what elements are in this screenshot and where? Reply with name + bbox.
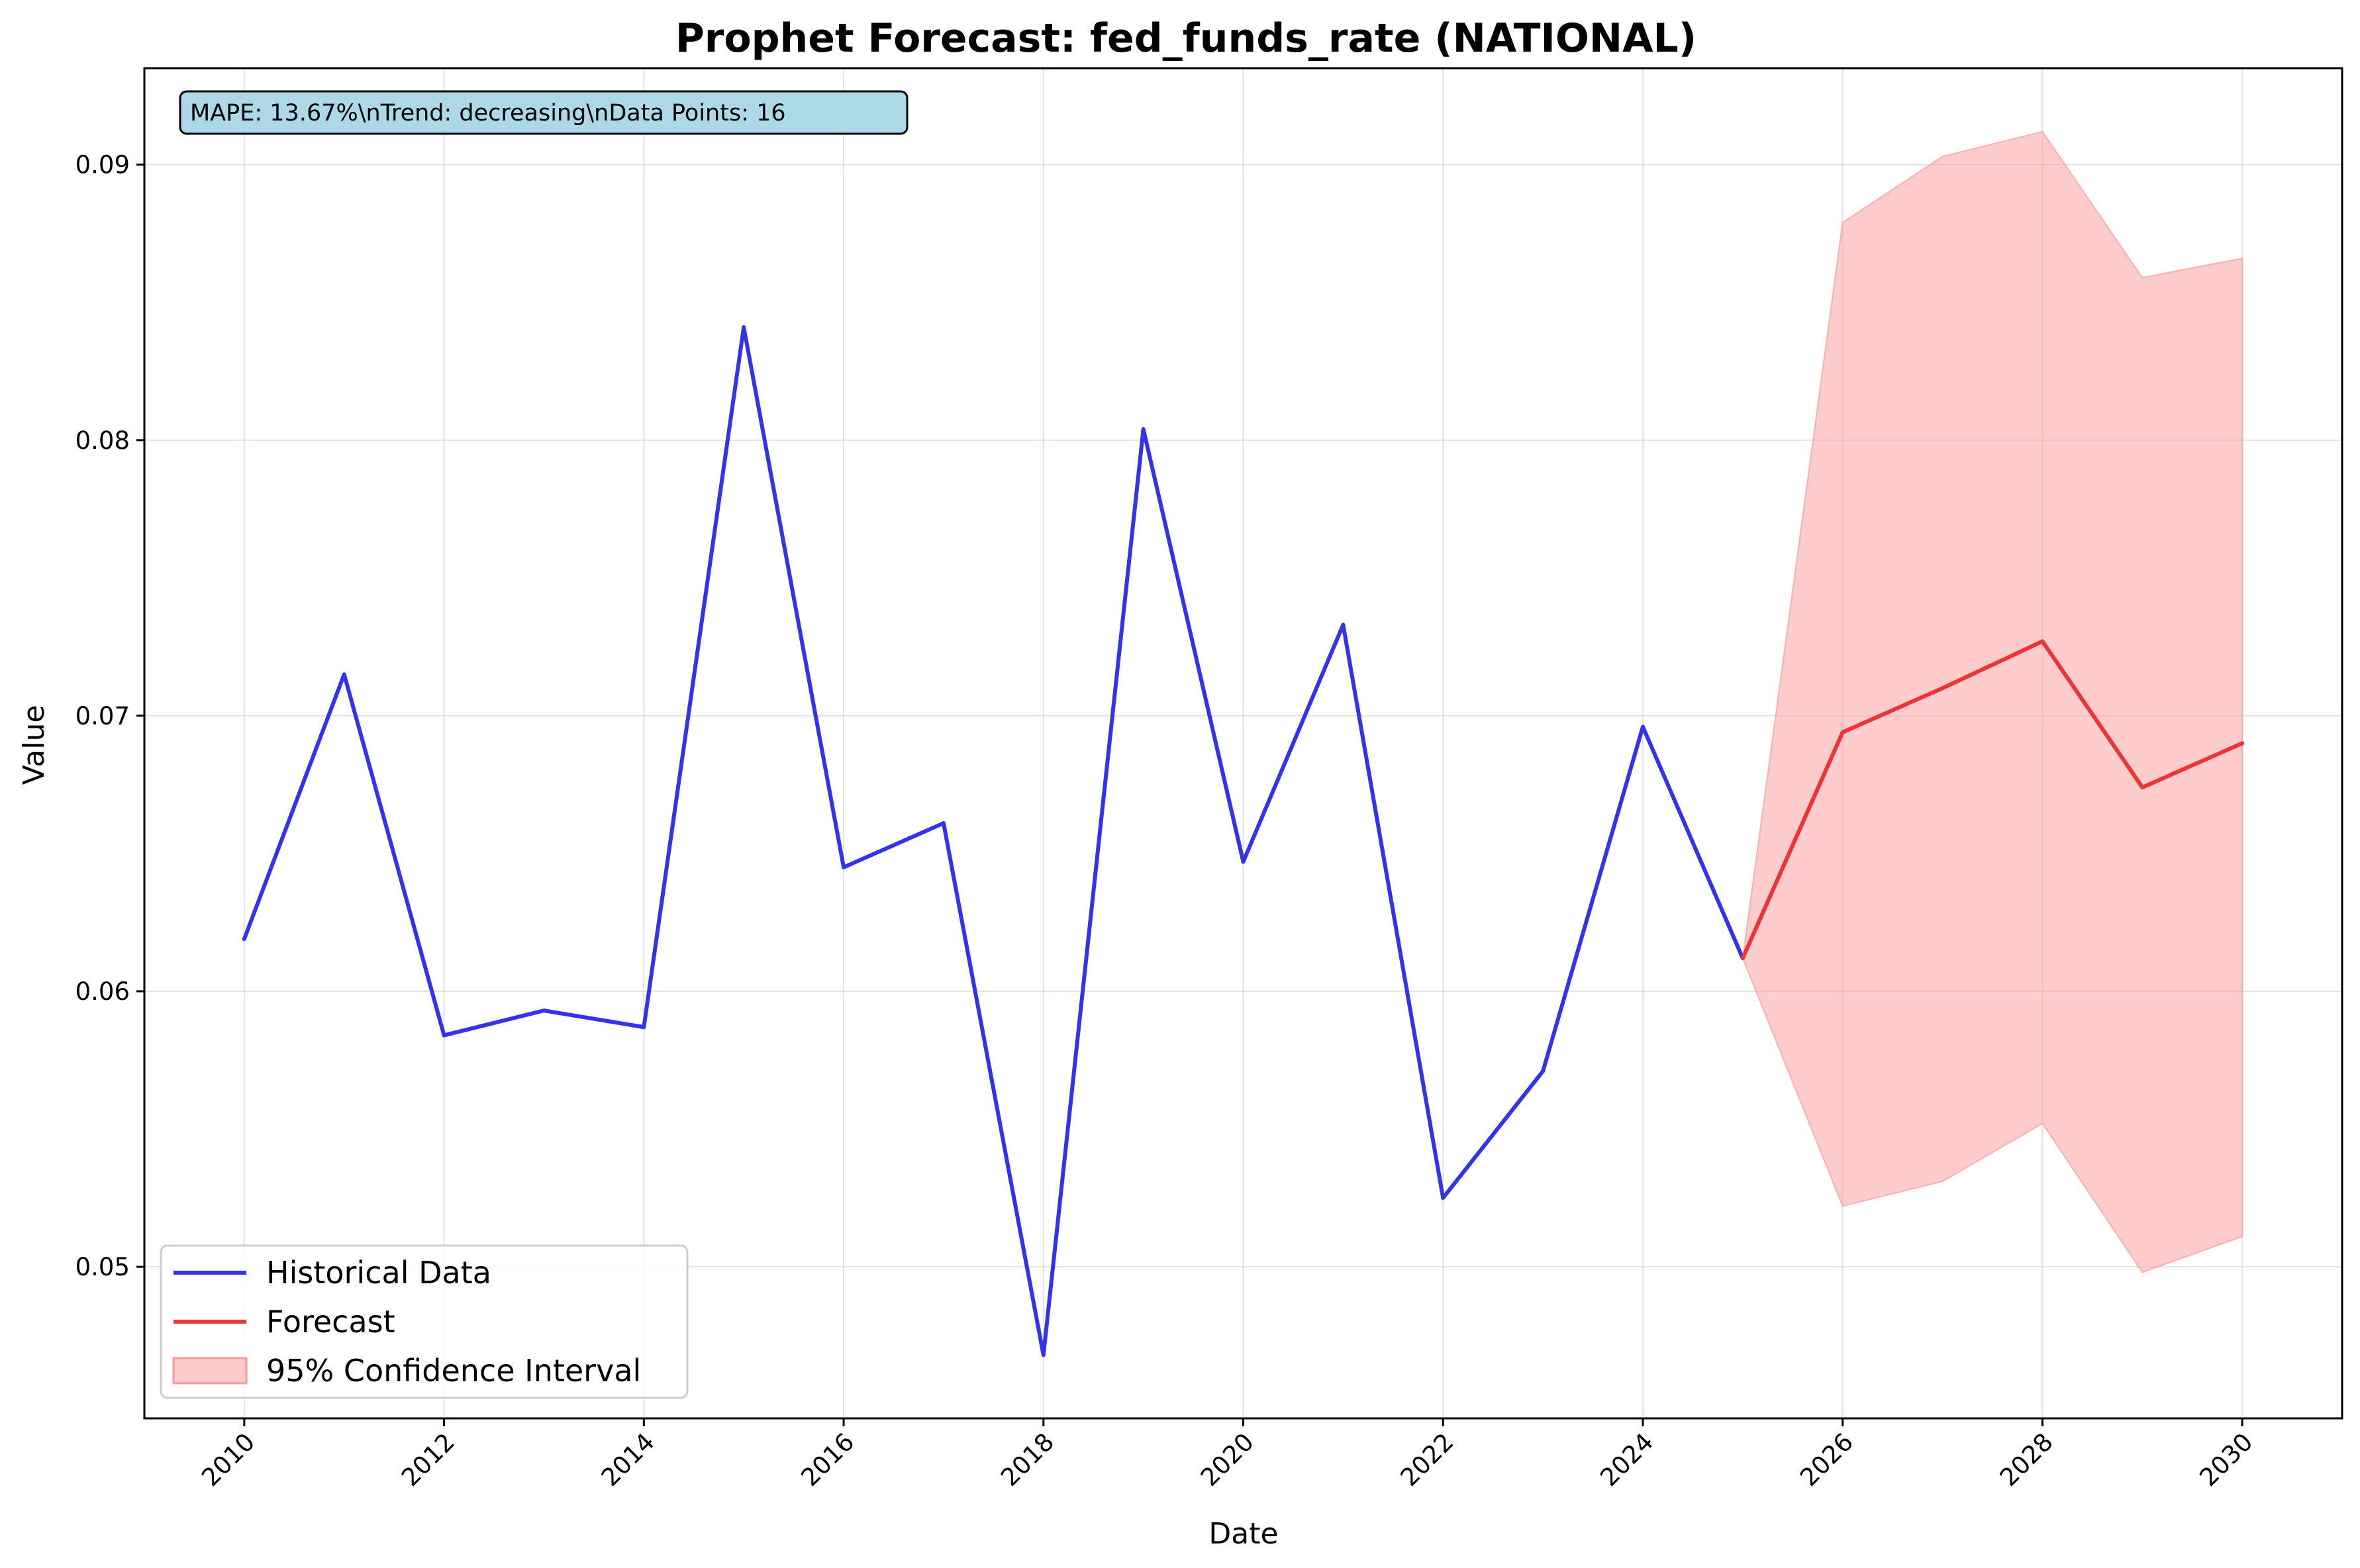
data-point-historical-data-2014 bbox=[642, 1025, 646, 1030]
x-tick-label-2028: 2028 bbox=[1994, 1428, 2059, 1492]
data-point-forecast-2029 bbox=[2140, 785, 2145, 790]
data-point-historical-data-2012 bbox=[442, 1033, 446, 1038]
data-point-forecast-2030 bbox=[2240, 741, 2245, 746]
data-point-historical-data-2017 bbox=[941, 821, 946, 826]
stats-annotation-text: MAPE: 13.67%\nTrend: decreasing\nData Po… bbox=[190, 100, 786, 126]
confidence-band-layer bbox=[1742, 130, 2243, 1273]
legend: Historical Data Forecast 95% Confidence … bbox=[160, 1244, 689, 1399]
confidence-interval-band bbox=[1742, 130, 2243, 1273]
x-tick-label-2014: 2014 bbox=[596, 1428, 660, 1492]
y-tick-label-0.09: 0.09 bbox=[75, 151, 130, 179]
x-tick-label-2024: 2024 bbox=[1595, 1428, 1659, 1492]
data-point-historical-data-2013 bbox=[542, 1008, 546, 1013]
x-tick-label-2012: 2012 bbox=[396, 1428, 460, 1492]
data-point-historical-data-2010 bbox=[242, 936, 246, 941]
legend-label-historical: Historical Data bbox=[266, 1255, 491, 1291]
data-point-historical-data-2021 bbox=[1341, 622, 1346, 627]
y-axis-label: Value bbox=[17, 705, 51, 785]
legend-swatch-confidence-interval bbox=[172, 1357, 248, 1385]
series-layer bbox=[242, 325, 2245, 1357]
legend-label-confidence-interval: 95% Confidence Interval bbox=[266, 1353, 641, 1389]
series-line-forecast bbox=[1740, 639, 2245, 961]
data-point-historical-data-2019 bbox=[1141, 427, 1146, 432]
data-point-historical-data-2024 bbox=[1640, 724, 1645, 729]
data-point-historical-data-2020 bbox=[1241, 859, 1246, 864]
legend-frame bbox=[160, 1244, 689, 1399]
y-tick-label-0.06: 0.06 bbox=[75, 977, 130, 1006]
x-tick-label-2020: 2020 bbox=[1195, 1428, 1259, 1492]
x-tick-label-2016: 2016 bbox=[795, 1428, 860, 1492]
legend-label-forecast: Forecast bbox=[266, 1304, 395, 1340]
data-point-forecast-2025 bbox=[1740, 956, 1745, 961]
stats-annotation: MAPE: 13.67%\nTrend: decreasing\nData Po… bbox=[179, 90, 909, 135]
stats-annotation-box bbox=[179, 90, 909, 135]
data-point-historical-data-2016 bbox=[842, 865, 846, 869]
data-point-forecast-2028 bbox=[2040, 639, 2045, 644]
x-tick-label-2018: 2018 bbox=[995, 1428, 1059, 1492]
data-point-historical-data-2022 bbox=[1441, 1196, 1446, 1200]
x-tick-label-2030: 2030 bbox=[2194, 1428, 2259, 1492]
x-tick-label-2026: 2026 bbox=[1795, 1428, 1859, 1492]
y-tick-label-0.07: 0.07 bbox=[75, 702, 130, 730]
chart-title: Prophet Forecast: fed_funds_rate (NATION… bbox=[675, 15, 1696, 62]
data-point-historical-data-2023 bbox=[1541, 1069, 1546, 1073]
data-point-historical-data-2018 bbox=[1041, 1353, 1046, 1357]
x-axis-label: Date bbox=[1208, 1517, 1278, 1551]
data-point-forecast-2026 bbox=[1840, 730, 1845, 734]
data-point-historical-data-2015 bbox=[742, 325, 746, 330]
x-tick-label-2010: 2010 bbox=[196, 1428, 260, 1492]
y-tick-label-0.05: 0.05 bbox=[75, 1253, 130, 1281]
y-tick-label-0.08: 0.08 bbox=[75, 426, 130, 455]
series-line-historical-data bbox=[242, 325, 1745, 1357]
data-point-historical-data-2011 bbox=[342, 672, 346, 677]
x-tick-label-2022: 2022 bbox=[1395, 1428, 1459, 1492]
data-point-forecast-2027 bbox=[1940, 686, 1945, 691]
